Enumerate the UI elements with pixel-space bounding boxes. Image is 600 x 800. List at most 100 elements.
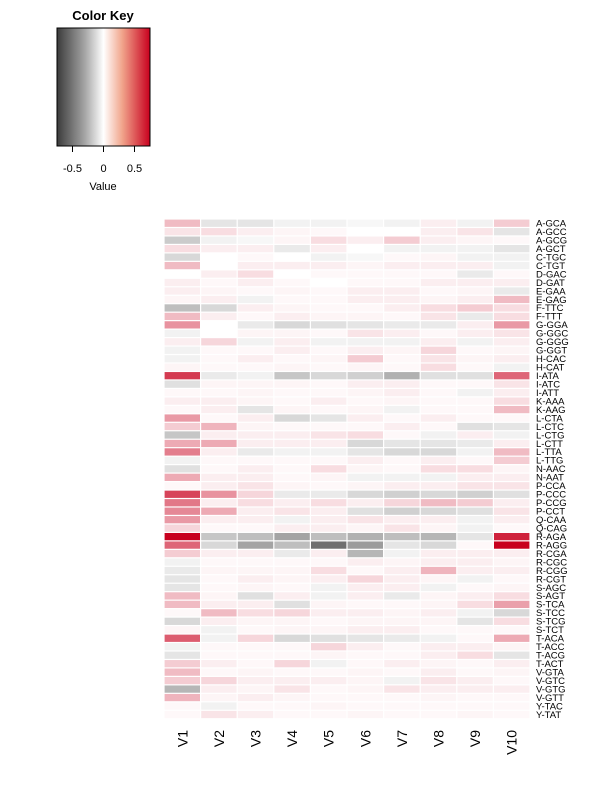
heatmap-cell — [237, 295, 274, 304]
row-label: P-CCC — [536, 490, 566, 501]
heatmap-cell — [237, 363, 274, 371]
heatmap-cell — [494, 414, 530, 422]
heatmap-cell — [494, 566, 530, 575]
heatmap-cell — [237, 219, 274, 227]
heatmap-cell — [420, 219, 457, 227]
heatmap-cell — [201, 583, 237, 592]
heatmap-cell — [420, 380, 457, 388]
heatmap-cell — [494, 329, 530, 337]
heatmap-cell — [494, 287, 530, 295]
heatmap-cell — [164, 583, 200, 592]
heatmap-cell — [347, 651, 383, 659]
heatmap-cell — [237, 634, 274, 642]
heatmap-cell — [201, 575, 237, 583]
row-label: C-TGT — [536, 261, 565, 272]
heatmap-cell — [274, 329, 310, 337]
heatmap-cell — [384, 439, 420, 448]
heatmap-cell — [384, 355, 420, 363]
heatmap-cell — [274, 566, 310, 575]
heatmap-cell — [420, 676, 457, 685]
heatmap-cell — [311, 676, 347, 685]
heatmap-cell — [347, 575, 383, 583]
column-label: V4 — [284, 730, 300, 747]
heatmap-cell — [347, 228, 383, 236]
heatmap-cell — [311, 372, 347, 380]
heatmap-cell — [274, 346, 310, 354]
heatmap-cell — [274, 473, 310, 481]
heatmap-cell — [237, 380, 274, 388]
heatmap-cell — [347, 566, 383, 575]
heatmap-cell — [457, 693, 493, 702]
heatmap-cell — [420, 626, 457, 634]
heatmap-cell — [164, 355, 200, 363]
heatmap-cell — [201, 549, 237, 558]
heatmap-cell — [274, 516, 310, 524]
heatmap-cell — [420, 270, 457, 278]
heatmap-cell — [384, 532, 420, 541]
heatmap-cell — [201, 261, 237, 270]
heatmap-cell — [311, 422, 347, 431]
heatmap-cell — [494, 643, 530, 651]
heatmap-cell — [237, 245, 274, 253]
heatmap-cell — [494, 270, 530, 278]
heatmap-cell — [347, 245, 383, 253]
heatmap-cell — [457, 575, 493, 583]
heatmap-cell — [494, 473, 530, 481]
heatmap-cell — [457, 668, 493, 676]
heatmap-cell — [494, 524, 530, 532]
row-label: K-AAA — [536, 396, 565, 407]
heatmap-cell — [457, 456, 493, 465]
heatmap-cell — [420, 566, 457, 575]
heatmap-cell — [164, 431, 200, 439]
heatmap-cell — [384, 405, 420, 414]
heatmap-cell — [420, 389, 457, 397]
heatmap-cell — [311, 312, 347, 321]
heatmap-cell — [347, 668, 383, 676]
heatmap-cell — [164, 245, 200, 253]
heatmap-cell — [237, 592, 274, 600]
heatmap-cell — [457, 422, 493, 431]
heatmap-cell — [457, 346, 493, 354]
heatmap-cell — [384, 702, 420, 710]
heatmap-cell — [311, 465, 347, 473]
heatmap-cell — [347, 643, 383, 651]
heatmap-cell — [420, 312, 457, 321]
heatmap-cell — [384, 431, 420, 439]
heatmap-cell — [311, 389, 347, 397]
heatmap-cell — [347, 541, 383, 549]
heatmap-cell — [237, 439, 274, 448]
row-label: L-CTG — [536, 430, 565, 441]
heatmap-cell — [201, 592, 237, 600]
row-label: L-TTG — [536, 456, 563, 467]
heatmap-cell — [457, 566, 493, 575]
heatmap-cell — [237, 261, 274, 270]
heatmap-cell — [494, 609, 530, 617]
heatmap-cell — [201, 676, 237, 685]
heatmap-cell — [274, 321, 310, 329]
heatmap-cell — [494, 702, 530, 710]
row-label: G-GGC — [536, 329, 568, 340]
row-label: P-CCG — [536, 498, 567, 509]
heatmap-cell — [311, 660, 347, 668]
column-label: V8 — [431, 730, 447, 747]
heatmap-cell — [347, 389, 383, 397]
heatmap-cell — [457, 643, 493, 651]
heatmap-cell — [420, 617, 457, 625]
heatmap-cell — [201, 668, 237, 676]
heatmap-cell — [311, 228, 347, 236]
heatmap-cell — [420, 532, 457, 541]
heatmap-cell — [494, 710, 530, 719]
heatmap-cell — [384, 482, 420, 490]
heatmap-cell — [457, 600, 493, 609]
heatmap-cell — [384, 660, 420, 668]
heatmap-cell — [311, 278, 347, 287]
heatmap-cell — [494, 465, 530, 473]
row-label: V-GTT — [536, 693, 564, 704]
heatmap-cell — [201, 499, 237, 507]
heatmap-cell — [494, 219, 530, 227]
heatmap-cell — [347, 329, 383, 337]
heatmap-cell — [237, 372, 274, 380]
heatmap-cell — [420, 397, 457, 405]
heatmap-cell — [347, 439, 383, 448]
color-key: Color Key -0.5 0 0.5 Value — [56, 8, 151, 193]
